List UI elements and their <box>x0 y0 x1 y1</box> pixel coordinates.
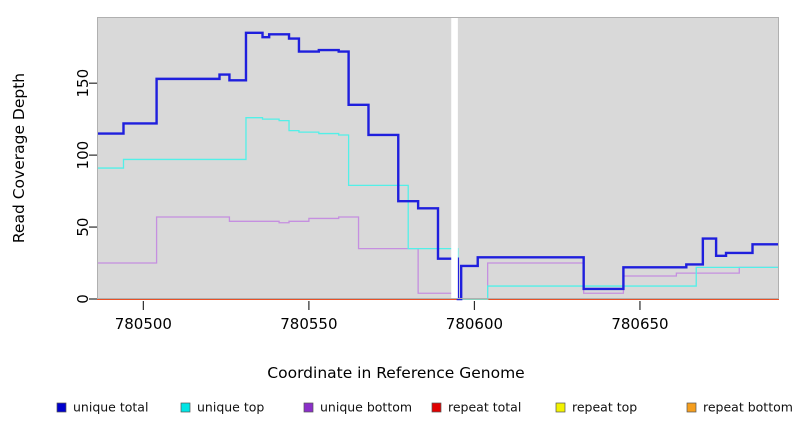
y-axis: 0 50 100 150 <box>74 69 97 304</box>
x-tick-label: 780650 <box>611 315 668 333</box>
legend-item-repeat-top[interactable]: repeat top <box>555 400 637 415</box>
y-axis-title: Read Coverage Depth <box>10 73 28 243</box>
coverage-gap-band <box>451 18 458 299</box>
x-axis-title: Coordinate in Reference Genome <box>267 364 524 382</box>
legend-swatch <box>56 402 67 413</box>
legend-label: unique top <box>197 400 264 415</box>
legend-swatch <box>555 402 566 413</box>
x-tick-label: 780550 <box>280 315 337 333</box>
chart-legend: unique total unique top unique bottom repea… <box>56 400 792 415</box>
series-line-unique-total <box>97 31 779 301</box>
legend-label: unique total <box>73 400 148 415</box>
y-tick-label: 150 <box>74 69 92 98</box>
series-line-unique-top <box>97 117 779 300</box>
x-axis: 780500 780550 780600 780650 <box>115 301 669 333</box>
legend-swatch <box>686 402 697 413</box>
plot-panel-border <box>97 17 779 299</box>
legend-item-repeat-bottom[interactable]: repeat bottom <box>686 400 792 415</box>
legend-swatch <box>180 402 191 413</box>
legend-swatch <box>303 402 314 413</box>
legend-item-unique-total[interactable]: unique total <box>56 400 148 415</box>
x-tick-label: 780500 <box>115 315 172 333</box>
legend-label: repeat top <box>572 400 637 415</box>
legend-item-unique-top[interactable]: unique top <box>180 400 264 415</box>
legend-label: unique bottom <box>320 400 412 415</box>
x-tick-label: 780600 <box>446 315 503 333</box>
y-tick-label: 100 <box>74 141 92 170</box>
legend-item-repeat-total[interactable]: repeat total <box>431 400 521 415</box>
legend-label: repeat total <box>448 400 521 415</box>
legend-item-unique-bottom[interactable]: unique bottom <box>303 400 412 415</box>
y-tick-label: 50 <box>74 218 92 237</box>
legend-swatch <box>431 402 442 413</box>
legend-label: repeat bottom <box>703 400 792 415</box>
y-tick-label: 0 <box>74 294 92 304</box>
